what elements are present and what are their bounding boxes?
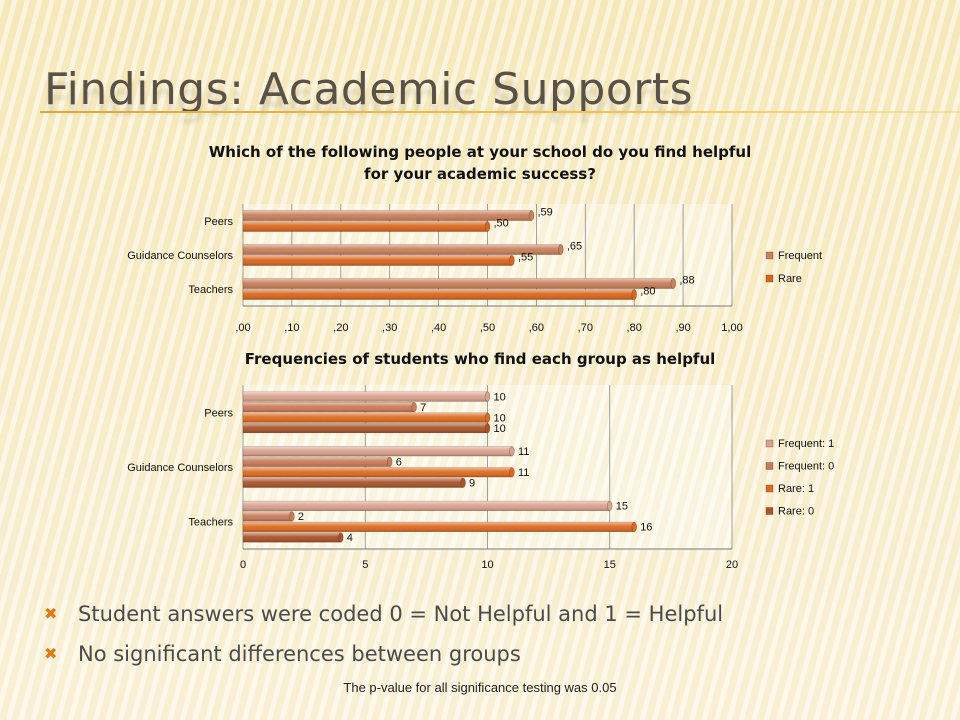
chart1-title-line1: Which of the following people at your sc…: [208, 143, 752, 161]
chart1-tick-label: ,80: [627, 322, 642, 334]
chart2-legend-label: Frequent: 1: [778, 438, 834, 450]
chart1-tick-label: ,50: [480, 322, 495, 334]
chart1-tick-label: ,70: [578, 322, 593, 334]
chart2-legend-label: Rare: 0: [778, 506, 814, 518]
chart1-bar: [242, 244, 564, 255]
chart1-bar: [242, 210, 535, 221]
chart2-data-label: 4: [347, 532, 353, 544]
chart1-legend-label: Frequent: [778, 250, 822, 262]
chart2-bar: [242, 532, 344, 543]
chart1-data-label: ,50: [494, 218, 509, 230]
chart2-data-label: 7: [420, 402, 426, 414]
chart2-legend-swatch: [765, 484, 774, 493]
chart2-data-label: 11: [518, 446, 529, 458]
chart1-legend-swatch: [765, 274, 774, 283]
chart1-legend-label: Rare: [778, 273, 802, 285]
chart1-bar: [242, 221, 491, 232]
chart2-data-label: 2: [298, 511, 304, 523]
chart2-bar: [242, 391, 491, 402]
chart1-category-label: Guidance Counselors: [127, 250, 233, 262]
chart2-tick-label: 10: [481, 559, 493, 571]
footnote: The p-value for all significance testing…: [343, 680, 617, 695]
bullet-text: No significant differences between group…: [78, 642, 521, 666]
chart2-bar: [242, 511, 295, 522]
chart2-data-label: 9: [469, 478, 475, 490]
bullet-x-icon: ✖: [44, 644, 58, 663]
chart1-legend-swatch: [765, 251, 774, 260]
chart1-category-label: Peers: [204, 216, 233, 228]
chart2-tick-label: 15: [604, 559, 616, 571]
chart1-title-line2: for your academic success?: [364, 165, 596, 183]
chart1-tick-label: ,30: [382, 322, 397, 334]
chart1-tick-label: ,00: [235, 322, 250, 334]
bullet-item: ✖ No significant differences between gro…: [44, 638, 723, 678]
chart1-title: Which of the following people at your sc…: [160, 141, 800, 185]
chart2-tick-label: 20: [726, 559, 738, 571]
chart2-data-label: 10: [494, 423, 506, 435]
chart2-legend-label: Frequent: 0: [778, 461, 834, 473]
chart1-bar: [242, 255, 515, 266]
bullet-x-icon: ✖: [44, 604, 58, 623]
bullet-text: Student answers were coded 0 = Not Helpf…: [78, 602, 724, 626]
chart1-tick-label: ,90: [675, 322, 690, 334]
chart2-legend-swatch: [765, 507, 774, 515]
chart2-category-label: Teachers: [188, 517, 233, 529]
chart1-data-label: ,65: [567, 241, 582, 253]
chart1-academic-success: ,00 ,10 ,20 ,30 ,40 ,50 ,60 ,70 ,80 ,90 1,00 Peers,…: [127, 204, 822, 334]
slide-title: Findings: Academic Supports: [44, 64, 694, 115]
chart2-bar: [242, 467, 515, 478]
chart1-tick-label: ,10: [284, 322, 299, 334]
title-underline: [40, 111, 960, 113]
chart2-bar: [242, 423, 491, 434]
chart2-bar: [242, 412, 491, 423]
chart1-bar: [242, 278, 677, 289]
chart1-tick-label: 1,00: [721, 322, 742, 334]
chart2-data-label: 10: [494, 391, 506, 403]
chart2-bar: [242, 521, 637, 532]
chart2-legend-label: Rare: 1: [778, 483, 814, 495]
chart2-bar: [242, 500, 613, 511]
chart1-bar: [242, 289, 637, 300]
chart1-tick-label: ,20: [333, 322, 348, 334]
chart2-bar: [242, 477, 466, 488]
chart2-category-label: Guidance Counselors: [127, 462, 233, 474]
chart1-data-label: ,55: [518, 252, 533, 264]
chart2-title: Frequencies of students who find each gr…: [244, 350, 716, 368]
bullet-item: ✖ Student answers were coded 0 = Not Hel…: [44, 598, 723, 638]
chart1-data-label: ,80: [640, 286, 655, 298]
chart2-bar: [242, 402, 417, 413]
chart1-tick-label: ,40: [431, 322, 446, 334]
chart1-category-label: Teachers: [188, 284, 233, 296]
chart2-legend-swatch: [765, 439, 774, 448]
chart2-data-label: 10: [494, 412, 506, 424]
chart2-tick-label: 5: [362, 559, 368, 571]
chart2-data-label: 15: [616, 501, 628, 513]
chart2-bar: [242, 446, 515, 457]
chart2-category-label: Peers: [204, 407, 233, 419]
chart1-tick-label: ,60: [529, 322, 544, 334]
bullet-list: ✖ Student answers were coded 0 = Not Hel…: [44, 598, 723, 678]
chart1-data-label: ,88: [679, 275, 694, 287]
chart2-data-label: 11: [518, 467, 529, 479]
chart2-legend-swatch: [765, 462, 774, 470]
chart2-data-label: 16: [640, 522, 652, 534]
chart2-bar: [242, 456, 393, 467]
chart2-tick-label: 0: [240, 559, 246, 571]
chart2-data-label: 6: [396, 457, 402, 469]
chart1-data-label: ,59: [538, 207, 553, 219]
